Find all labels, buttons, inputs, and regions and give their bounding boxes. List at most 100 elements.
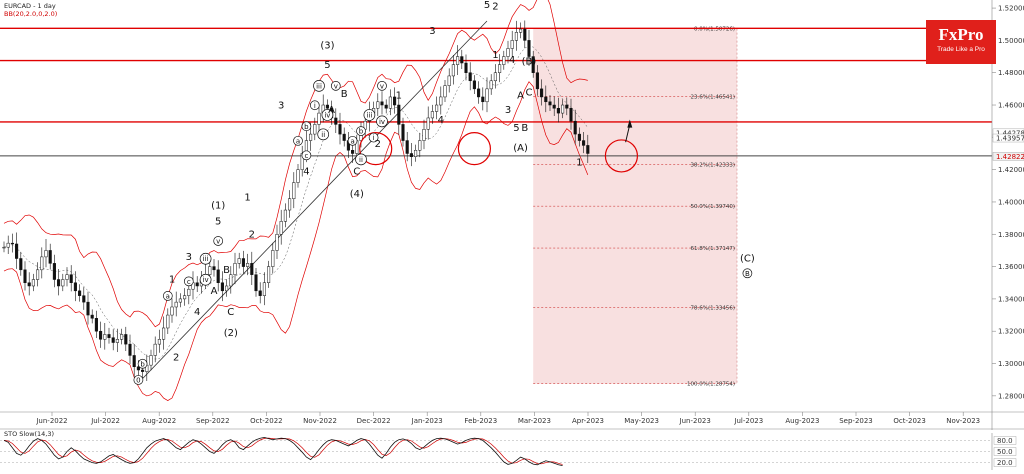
candle-body (27, 282, 31, 287)
candle-body (31, 279, 35, 287)
fibonacci-label: 50.0%(1.39740) (690, 204, 735, 210)
wave-label: ii (359, 156, 363, 164)
candle-body (309, 133, 313, 141)
wave-label-circle (317, 128, 330, 141)
wave-label: 2 (249, 230, 255, 241)
wave-label: (C) (740, 254, 755, 265)
sto-tick-box (993, 458, 1017, 467)
wave-label: 2 (375, 139, 381, 150)
wave-label: (3) (320, 40, 334, 51)
y-tick-label: 1.46000 (998, 102, 1024, 110)
wave-label-circle (199, 273, 212, 286)
candle-body (443, 85, 447, 98)
x-tick-label: Sep-2023 (839, 417, 873, 425)
candle-body (561, 104, 565, 114)
wave-label-circle (183, 276, 194, 287)
candle-body (519, 28, 523, 33)
candle-body (439, 96, 443, 106)
candle-body (409, 153, 413, 157)
candle-body (288, 198, 292, 211)
candle-body (573, 120, 577, 135)
candle-body (82, 295, 86, 303)
candle-body (65, 274, 69, 280)
wave-label-circle (313, 80, 325, 92)
candle-body (414, 150, 418, 157)
wave-label-circle (213, 236, 224, 246)
candle-body (241, 258, 245, 267)
candle-body (531, 56, 535, 73)
candle-body (472, 80, 476, 90)
candle-body (351, 150, 355, 154)
candle-body (498, 64, 502, 73)
wave-label: 4 (509, 55, 515, 66)
candle-body (107, 334, 111, 338)
candle-body (548, 101, 552, 106)
fibonacci-label: 38.2%(1.42333) (690, 162, 735, 168)
fibonacci-label: 61.8%(1.37147) (690, 246, 735, 252)
wave-label-circle (301, 121, 312, 132)
candle-body (296, 169, 300, 183)
candle-body (132, 355, 136, 368)
candle-body (317, 112, 321, 125)
candle-body (527, 40, 531, 57)
candle-body (233, 263, 237, 275)
wave-label: iii (316, 82, 322, 90)
candle-body (225, 285, 229, 292)
candle-body (6, 242, 10, 248)
candle-body (384, 104, 388, 109)
wave-label: i (314, 102, 316, 110)
wave-label: A (211, 286, 218, 297)
wave-label: 4 (438, 115, 444, 126)
candle-body (376, 101, 380, 109)
candle-body (178, 298, 182, 303)
x-tick-label: Jun-2023 (679, 417, 711, 425)
wave-label-circle (356, 126, 366, 136)
candle-body (141, 369, 145, 372)
fxpro-logo: FxPro Trade Like a Pro (926, 20, 996, 64)
price-flag-label: 1.44278 (996, 129, 1024, 137)
x-tick-label: Aug-2023 (785, 417, 819, 425)
wave-label-circle (376, 115, 388, 128)
x-tick-label: Dec-2022 (357, 417, 391, 425)
candle-body (586, 145, 590, 154)
x-tick-label: Jun-2022 (35, 417, 67, 425)
fibonacci-label: 0.0%(1.50726) (694, 27, 735, 33)
wave-label: 1 (396, 91, 402, 102)
x-tick-label: Jan-2023 (411, 417, 443, 425)
highlight-circle (457, 132, 491, 166)
candle-body (2, 246, 6, 249)
y-tick-label: 1.52000 (998, 5, 1024, 13)
bollinger-lower (3, 81, 589, 402)
candle-body (157, 339, 161, 345)
candle-body (166, 314, 170, 329)
wave-label: 5 (484, 0, 490, 11)
candle-body (510, 40, 514, 49)
wave-label-circle (330, 81, 341, 91)
wave-label: 2 (492, 2, 498, 13)
wave-label: 1 (576, 158, 582, 169)
wave-label: v (334, 82, 338, 90)
wave-label: iv (203, 276, 209, 284)
candle-body (229, 274, 233, 287)
wave-label: 1 (244, 192, 250, 203)
highlight-circle (359, 132, 393, 166)
y-tick-label: 1.50000 (998, 37, 1024, 45)
wave-label-circle (301, 150, 312, 161)
candle-body (10, 242, 14, 245)
wave-label: 4 (303, 166, 309, 177)
candle-body (250, 263, 254, 275)
y-tick-label: 1.28000 (998, 392, 1024, 400)
wave-label: 3 (186, 252, 192, 263)
wave-label: 2 (173, 352, 179, 363)
candle-body (170, 306, 174, 316)
y-tick-label: 1.48000 (998, 69, 1024, 77)
candle-body (447, 75, 451, 86)
candle-body (262, 282, 266, 296)
wave-label: ii (321, 131, 325, 139)
candle-body (36, 269, 40, 280)
candle-body (535, 72, 539, 90)
wave-label: 5 (513, 123, 519, 134)
sto-tick-box (993, 447, 1017, 456)
candle-body (405, 140, 409, 154)
wave-label: 3 (505, 105, 511, 116)
